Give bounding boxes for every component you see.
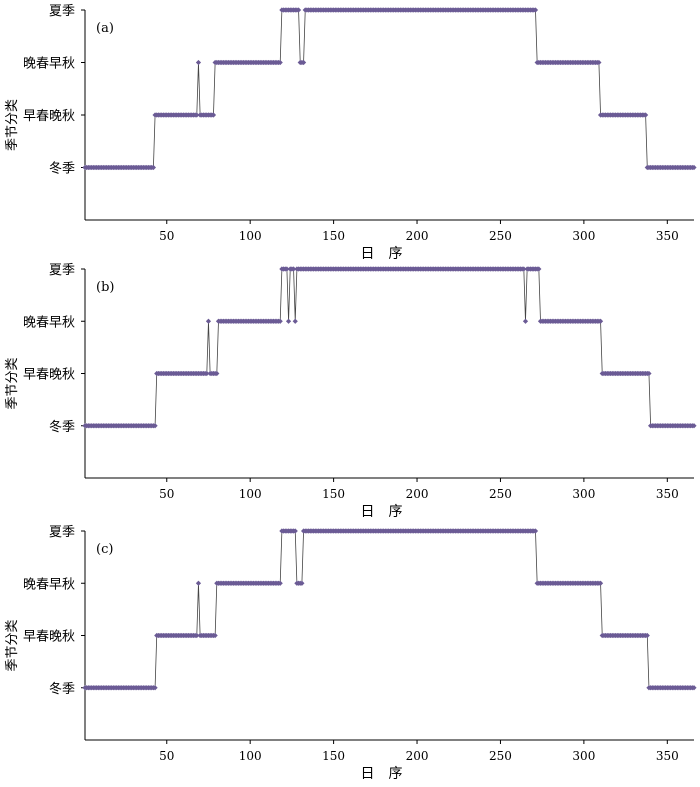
data-point: [299, 580, 305, 586]
x-tick-label: 200: [406, 749, 429, 763]
series-markers: [82, 266, 697, 429]
data-point: [536, 266, 542, 272]
y-tick-label: 早春晚秋: [23, 368, 75, 383]
y-tick-label: 夏季: [49, 263, 75, 278]
data-point: [532, 7, 539, 13]
y-tick-label: 晚春早秋: [23, 577, 75, 592]
series-line: [85, 268, 694, 427]
x-tick-label: 200: [406, 229, 429, 243]
data-point: [204, 370, 210, 377]
x-tick-label: 250: [489, 229, 512, 243]
data-point: [210, 112, 217, 118]
x-tick-label: 150: [322, 229, 345, 243]
y-tick-label: 早春晚秋: [23, 630, 75, 645]
chart-panel-b: 冬季 早春晚秋 晚春早秋 夏季 50 100 150 200 250 300 350 日 序 季节分类 (…: [5, 263, 697, 520]
data-point: [691, 685, 697, 691]
data-point: [521, 266, 527, 272]
x-tick-label: 150: [322, 749, 345, 763]
data-point: [532, 528, 539, 534]
data-point: [284, 266, 290, 272]
data-point: [597, 318, 604, 324]
series-line: [85, 530, 694, 689]
x-tick-label: 350: [656, 749, 679, 763]
x-tick-label: 350: [656, 229, 679, 243]
y-axis-title: 季节分类: [5, 357, 20, 409]
x-tick-label: 300: [572, 487, 595, 501]
data-point: [152, 685, 158, 691]
series-markers: [82, 7, 697, 171]
x-tick-label: 200: [406, 487, 429, 501]
data-point: [194, 632, 200, 639]
data-point: [597, 580, 604, 586]
y-tick-label: 冬季: [49, 419, 75, 435]
data-point: [646, 370, 652, 377]
data-point: [522, 318, 529, 324]
data-point: [150, 164, 157, 171]
x-tick-label: 150: [322, 487, 345, 501]
panel-label: (c): [96, 542, 113, 557]
y-tick-label: 晚春早秋: [23, 315, 75, 330]
data-point: [152, 423, 158, 429]
x-tick-label: 250: [489, 749, 512, 763]
chart-panel-c: 冬季 早春晚秋 晚春早秋 夏季 50 100 150 200 250 300 350 日 序 季节分类 (…: [5, 525, 697, 782]
x-tick-label: 100: [239, 487, 262, 501]
panel-label: (b): [96, 280, 114, 295]
y-tick-label: 早春晚秋: [23, 109, 75, 124]
x-tick-label: 300: [572, 229, 595, 243]
data-point: [214, 370, 220, 377]
data-point: [691, 423, 697, 429]
data-point: [596, 59, 602, 66]
series-line: [85, 9, 694, 168]
panel-label: (a): [96, 21, 114, 36]
y-tick-label: 晚春早秋: [23, 57, 75, 72]
data-point: [277, 59, 283, 66]
data-point: [212, 632, 218, 639]
data-point: [194, 112, 200, 118]
x-axis-title: 日 序: [361, 246, 403, 262]
data-point: [691, 164, 697, 171]
y-tick-label: 夏季: [49, 4, 75, 19]
y-axis-title: 季节分类: [5, 99, 20, 151]
x-tick-label: 50: [159, 749, 174, 763]
data-point: [277, 318, 283, 324]
x-tick-label: 50: [159, 487, 174, 501]
data-point: [195, 59, 202, 66]
y-tick-label: 冬季: [49, 161, 75, 177]
x-tick-label: 100: [239, 229, 262, 243]
chart-panel-a: 冬季 早春晚秋 晚春早秋 夏季 50 100 150 200 250 300 350 日 序 季节分类 (…: [5, 4, 697, 262]
data-point: [285, 318, 292, 324]
x-tick-label: 250: [489, 487, 512, 501]
y-axis-title: 季节分类: [5, 619, 20, 671]
x-tick-label: 50: [159, 229, 174, 243]
data-point: [277, 580, 283, 586]
y-tick-label: 夏季: [49, 525, 75, 540]
data-point: [292, 528, 298, 534]
y-tick-label: 冬季: [49, 681, 75, 697]
series-markers: [82, 528, 697, 691]
x-axis-title: 日 序: [361, 766, 403, 782]
data-point: [205, 318, 212, 324]
data-point: [643, 112, 649, 118]
x-axis-title: 日 序: [361, 504, 403, 520]
x-tick-label: 350: [656, 487, 679, 501]
x-tick-label: 300: [572, 749, 595, 763]
x-tick-label: 100: [239, 749, 262, 763]
data-point: [292, 318, 298, 324]
data-point: [644, 632, 650, 639]
data-point: [300, 59, 307, 66]
data-point: [290, 266, 297, 272]
data-point: [295, 7, 302, 13]
data-point: [195, 580, 202, 586]
